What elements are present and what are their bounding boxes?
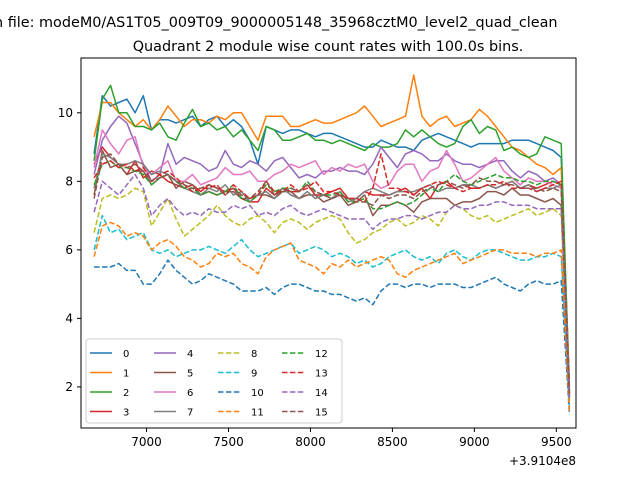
legend-label-9: 9 (251, 369, 257, 380)
legend-label-15: 15 (315, 408, 328, 419)
legend-label-5: 5 (187, 369, 193, 380)
series-15-line (93, 153, 571, 394)
y-tick-label-8: 8 (65, 174, 73, 188)
legend-label-6: 6 (187, 388, 193, 399)
legend-label-8: 8 (251, 349, 257, 360)
legend-label-1: 1 (123, 369, 129, 380)
series-6-line (93, 129, 571, 394)
axes-frame (80, 57, 577, 429)
series-9-line (93, 214, 571, 408)
y-tick-label-6: 6 (65, 243, 73, 257)
legend-label-3: 3 (123, 408, 129, 419)
legend-label-12: 12 (315, 349, 328, 360)
y-tick-label-2: 2 (65, 380, 73, 394)
series-11-line (93, 221, 571, 411)
chart-title: Quadrant 2 module wise count rates with … (133, 39, 524, 55)
x-tick-label-9500: 9500 (541, 435, 572, 449)
x-tick-label-8500: 8500 (377, 435, 408, 449)
legend-label-14: 14 (315, 388, 328, 399)
series-0-line (93, 94, 571, 387)
plot-area (80, 57, 577, 429)
legend-label-7: 7 (187, 408, 193, 419)
series-2-line (93, 84, 571, 391)
series-14-line (93, 173, 571, 398)
legend-box (85, 338, 343, 424)
series-10-line (94, 259, 571, 415)
legend-label-10: 10 (251, 388, 264, 399)
legend-label-2: 2 (123, 388, 129, 399)
y-axis: 2 4 6 8 10 (58, 106, 81, 394)
x-axis: 7000 7500 8000 8500 9000 9500 (131, 428, 572, 449)
y-tick-label-4: 4 (65, 311, 73, 325)
x-tick-label-7000: 7000 (131, 435, 162, 449)
legend-label-0: 0 (123, 349, 129, 360)
series-layer (93, 74, 571, 415)
x-offset-label: +3.9104e8 (509, 454, 576, 468)
legend-label-4: 4 (187, 349, 193, 360)
series-13-line (93, 153, 571, 394)
figure-suptitle: n file: modeM0/AS1T05_009T09_9000005148_… (0, 15, 558, 31)
x-tick-label-9000: 9000 (459, 435, 490, 449)
legend-label-13: 13 (315, 369, 328, 380)
series-1-line (93, 74, 571, 381)
series-8-line (93, 187, 571, 405)
series-4-line (93, 115, 571, 391)
y-tick-label-10: 10 (58, 106, 73, 120)
x-tick-label-8000: 8000 (295, 435, 326, 449)
x-tick-label-7500: 7500 (213, 435, 244, 449)
legend-label-11: 11 (251, 408, 264, 419)
